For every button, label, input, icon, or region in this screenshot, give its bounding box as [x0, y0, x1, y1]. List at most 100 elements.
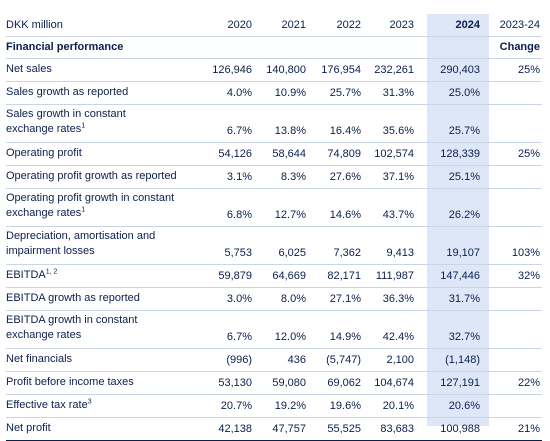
value-2024: (1,148) — [445, 353, 480, 366]
value-2023: 31.3% — [382, 86, 414, 99]
footnote-marker: 3 — [87, 398, 92, 406]
value-2024: 32.7% — [448, 330, 480, 343]
value-2023: 104,674 — [374, 376, 414, 389]
table-row: Operating profit 54,126 58,644 74,809 102,57… — [6, 142, 542, 165]
value-2024: 25.0% — [448, 86, 480, 99]
change-period-header: 2023-24 — [499, 18, 540, 31]
value-2023: 232,261 — [374, 63, 414, 76]
value-2020: 53,130 — [218, 376, 252, 389]
value-change — [496, 81, 542, 104]
value-2020: 5,753 — [224, 246, 252, 259]
table-row: Operating profit growth as reported 3.1% 8… — [6, 165, 542, 188]
value-2024: 147,446 — [440, 269, 480, 282]
unit-label: DKK million — [6, 18, 63, 31]
value-2020: 3.1% — [226, 170, 252, 183]
table-row: Effective tax rate3 20.7% 19.2% 19.6% 20.1% 2… — [6, 394, 542, 417]
value-2023: 37.1% — [382, 170, 414, 183]
table-row: Depreciation, amortisation and impairment… — [6, 226, 542, 264]
section-row: Financial performance Change — [6, 36, 542, 58]
value-2024: 20.6% — [448, 399, 480, 412]
row-label: EBITDA growth in constant exchange rates — [6, 310, 202, 348]
value-2022: 27.6% — [329, 170, 361, 183]
row-label: EBITDA growth as reported — [6, 287, 202, 310]
row-label: Depreciation, amortisation and impairment… — [6, 226, 202, 264]
row-label-line1: Effective tax rate — [6, 399, 88, 411]
footnote-marker: 1 — [81, 121, 86, 129]
value-2020: 3.0% — [226, 292, 252, 305]
value-2023: 35.6% — [382, 124, 414, 137]
table-row: EBITDA1, 2 59,879 64,669 82,171 111,987 147,4… — [6, 264, 542, 287]
row-label-line1: Sales growth in constant — [6, 107, 126, 120]
value-2024: 26.2% — [448, 208, 480, 221]
value-2024: 31.7% — [448, 292, 480, 305]
value-2022: 82,171 — [327, 269, 361, 282]
value-2020: 4.0% — [226, 86, 252, 99]
financial-performance-table: DKK million 2020 2021 2022 2023 2024 202… — [6, 14, 542, 441]
row-label: Operating profit — [6, 142, 202, 165]
table-row: Net financials (996) 436 (5,747) 2,100 (1,148… — [6, 348, 542, 371]
row-label: Effective tax rate3 — [6, 394, 202, 417]
value-2021: 58,644 — [272, 147, 306, 160]
value-2024: 19,107 — [446, 246, 480, 259]
value-2022: 16.4% — [329, 124, 361, 137]
value-2022: 27.1% — [329, 292, 361, 305]
value-2020: 6.8% — [226, 208, 252, 221]
value-2023: 111,987 — [375, 269, 414, 282]
value-2021: 13.8% — [274, 124, 306, 137]
value-2022: 74,809 — [327, 147, 361, 160]
footnote-marker: 1, 2 — [45, 268, 58, 276]
value-2023: 102,574 — [374, 147, 414, 160]
value-change — [496, 394, 542, 417]
value-change: 25% — [517, 63, 540, 76]
value-2020: (996) — [226, 353, 252, 366]
row-label-line1: Operating profit growth as reported — [6, 170, 177, 182]
value-2021: 59,080 — [272, 376, 306, 389]
row-label-line1: Operating profit growth in constant — [6, 191, 175, 204]
value-2023: 20.1% — [382, 399, 414, 412]
value-2022: 176,954 — [321, 63, 361, 76]
value-2023: 2,100 — [386, 353, 414, 366]
table-row: EBITDA growth as reported 3.0% 8.0% 27.1% 36… — [6, 287, 542, 310]
row-label: Sales growth in constant exchange rates1 — [6, 104, 202, 142]
value-2023: 9,413 — [386, 246, 414, 259]
value-2023: 36.3% — [382, 292, 414, 305]
value-2022: 19.6% — [329, 399, 361, 412]
year-2020-header: 2020 — [227, 18, 252, 31]
table-row: Operating profit growth in constant excha… — [6, 188, 542, 226]
row-label-line2: exchange rates — [6, 122, 82, 135]
year-2023-header: 2023 — [389, 18, 414, 31]
row-label: Sales growth as reported — [6, 81, 202, 104]
row-label-line1: EBITDA — [6, 269, 46, 281]
value-2021: 140,800 — [266, 63, 306, 76]
value-2021: 12.0% — [274, 330, 306, 343]
value-2021: 19.2% — [274, 399, 306, 412]
value-change — [496, 348, 542, 371]
value-2023: 42.4% — [382, 330, 414, 343]
row-label-line1: Operating profit — [6, 147, 82, 159]
value-2022: 69,062 — [327, 376, 361, 389]
value-2022: (5,747) — [326, 353, 361, 366]
table-row: EBITDA growth in constant exchange rates 6… — [6, 310, 542, 348]
value-change — [496, 165, 542, 188]
value-2021: 8.3% — [280, 170, 306, 183]
value-2022: 14.6% — [329, 208, 361, 221]
value-2021: 10.9% — [274, 86, 306, 99]
value-2021: 6,025 — [278, 246, 306, 259]
table-row: Sales growth in constant exchange rates 1 6… — [6, 104, 542, 142]
row-label-line1: Sales growth as reported — [6, 86, 129, 98]
row-label-line2: impairment losses — [6, 244, 95, 257]
row-label-line1: Depreciation, amortisation and — [6, 229, 156, 242]
value-2021: 436 — [287, 353, 306, 366]
value-2021: 12.7% — [274, 208, 306, 221]
value-2020: 20.7% — [220, 399, 252, 412]
value-2020: 59,879 — [218, 269, 252, 282]
row-label-line1: Net sales — [6, 63, 52, 75]
row-label: Operating profit growth in constant excha… — [6, 188, 202, 226]
value-2020: 6.7% — [226, 330, 252, 343]
row-label: Operating profit growth as reported — [6, 165, 202, 188]
value-2024: 290,403 — [440, 63, 480, 76]
value-2024: 127,191 — [440, 376, 480, 389]
section-title: Financial performance — [6, 41, 124, 53]
value-2024: 25.7% — [448, 124, 480, 137]
table-row: Profit before income taxes 53,130 59,080 69… — [6, 371, 542, 394]
